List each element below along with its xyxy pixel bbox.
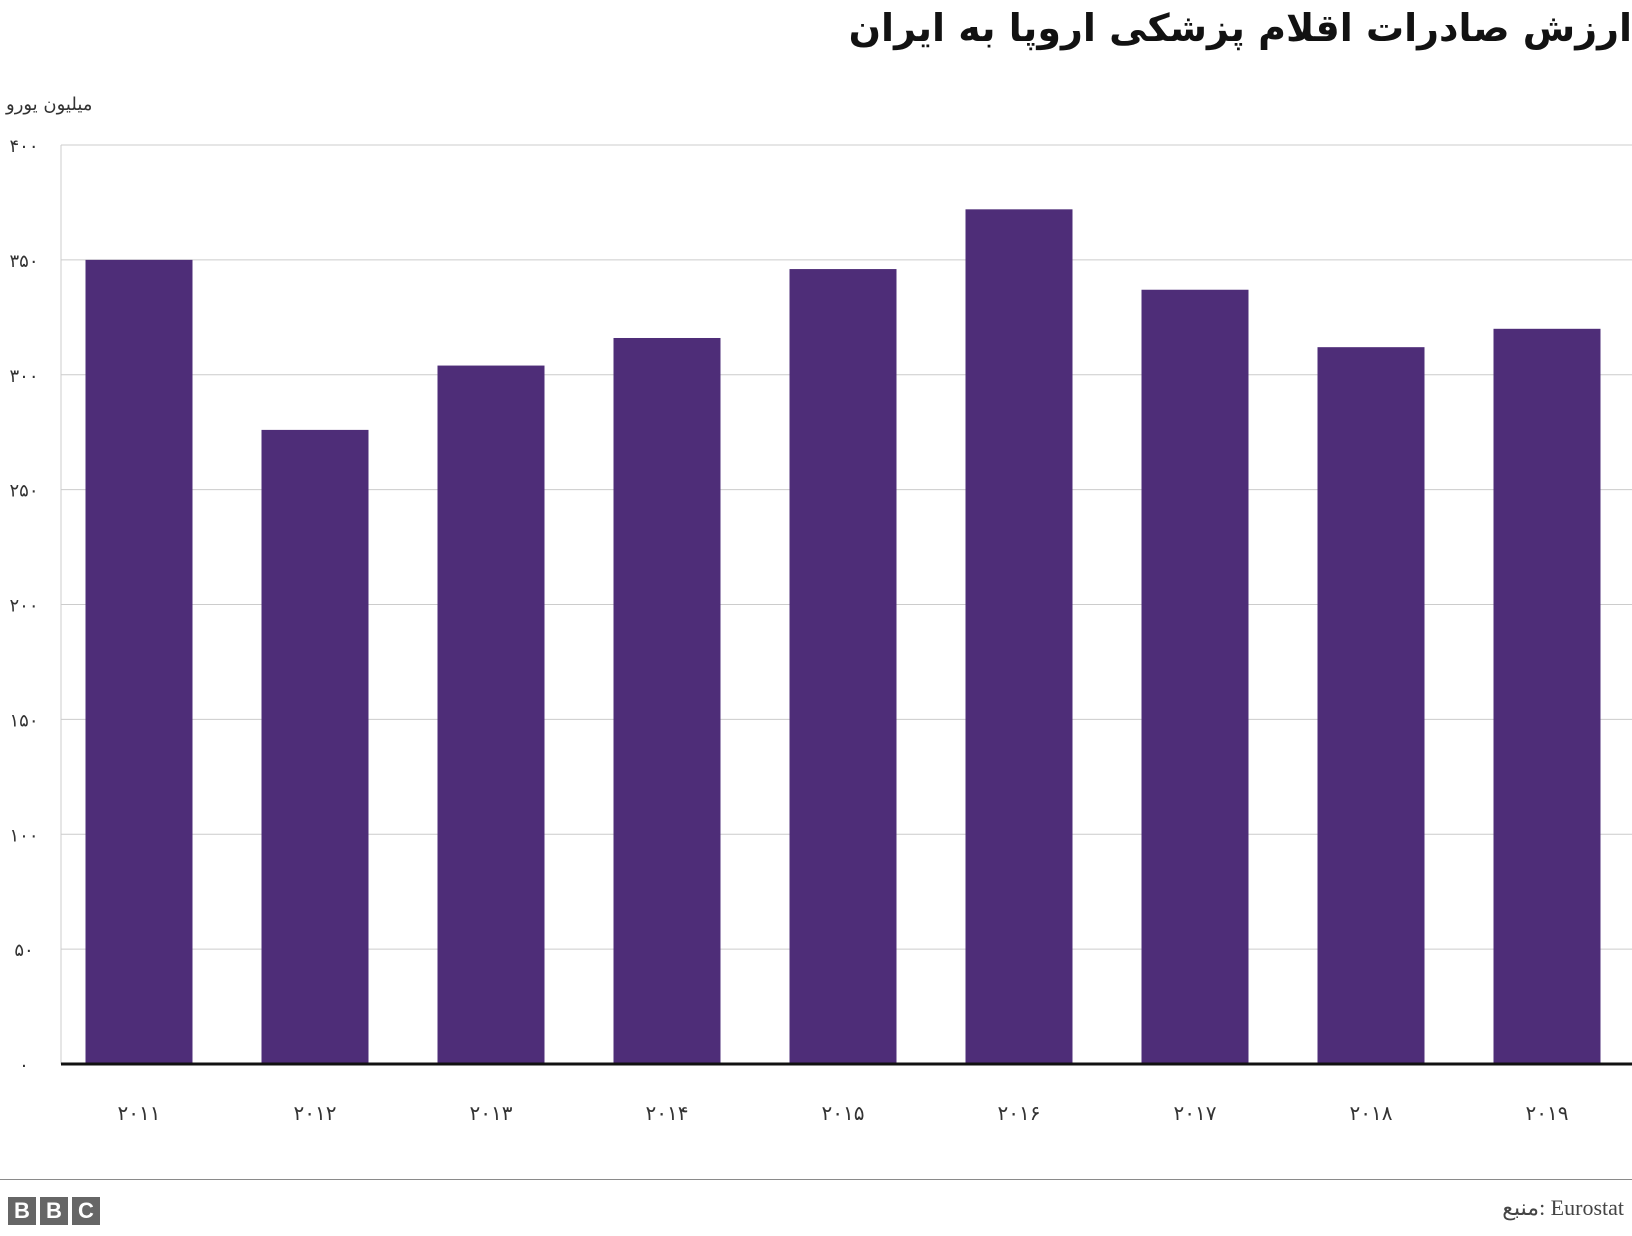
x-tick-label: ۲۰۱۸ xyxy=(1350,1101,1393,1125)
y-tick-label: ۴۰۰ xyxy=(9,136,38,157)
bbc-logo-letter: B xyxy=(8,1197,36,1225)
y-tick-label: ۱۰۰ xyxy=(9,825,38,846)
bar-5 xyxy=(789,269,897,1064)
y-tick-label: ۳۵۰ xyxy=(9,251,38,272)
footer-divider xyxy=(0,1179,1632,1180)
bar-9 xyxy=(1493,328,1601,1064)
bar-3 xyxy=(437,365,545,1064)
y-tick-label: ۱۵۰ xyxy=(9,710,38,731)
x-tick-label: ۲۰۱۴ xyxy=(646,1101,689,1125)
bar-2 xyxy=(261,429,369,1064)
x-tick-label: ۲۰۱۲ xyxy=(294,1101,337,1125)
bbc-logo: B B C xyxy=(8,1197,100,1225)
x-tick-label: ۲۰۱۹ xyxy=(1526,1101,1569,1125)
bbc-logo-letter: B xyxy=(40,1197,68,1225)
bbc-logo-letter: C xyxy=(72,1197,100,1225)
y-tick-label: ۲۰۰ xyxy=(9,596,38,617)
x-tick-label: ۲۰۱۷ xyxy=(1174,1101,1217,1125)
bar-8 xyxy=(1317,347,1425,1064)
x-tick-label: ۲۰۱۳ xyxy=(470,1101,513,1125)
y-tick-label: ۵۰ xyxy=(14,940,33,961)
y-tick-label: ۰ xyxy=(19,1055,29,1076)
x-tick-label: ۲۰۱۶ xyxy=(998,1101,1041,1125)
x-tick-label: ۲۰۱۵ xyxy=(822,1101,865,1125)
y-tick-label: ۲۵۰ xyxy=(9,481,38,502)
source-note: منبع: Eurostat xyxy=(1502,1195,1624,1220)
bar-1 xyxy=(85,259,193,1064)
y-tick-label: ۳۰۰ xyxy=(9,366,38,387)
chart-title: ارزش صادرات اقلام پزشکی اروپا به ایران xyxy=(848,6,1632,50)
y-axis-unit-label: میلیون یورو xyxy=(6,94,93,115)
x-tick-label: ۲۰۱۱ xyxy=(118,1101,161,1125)
bar-7 xyxy=(1141,289,1249,1064)
bar-6 xyxy=(965,209,1073,1064)
bar-4 xyxy=(613,337,721,1064)
